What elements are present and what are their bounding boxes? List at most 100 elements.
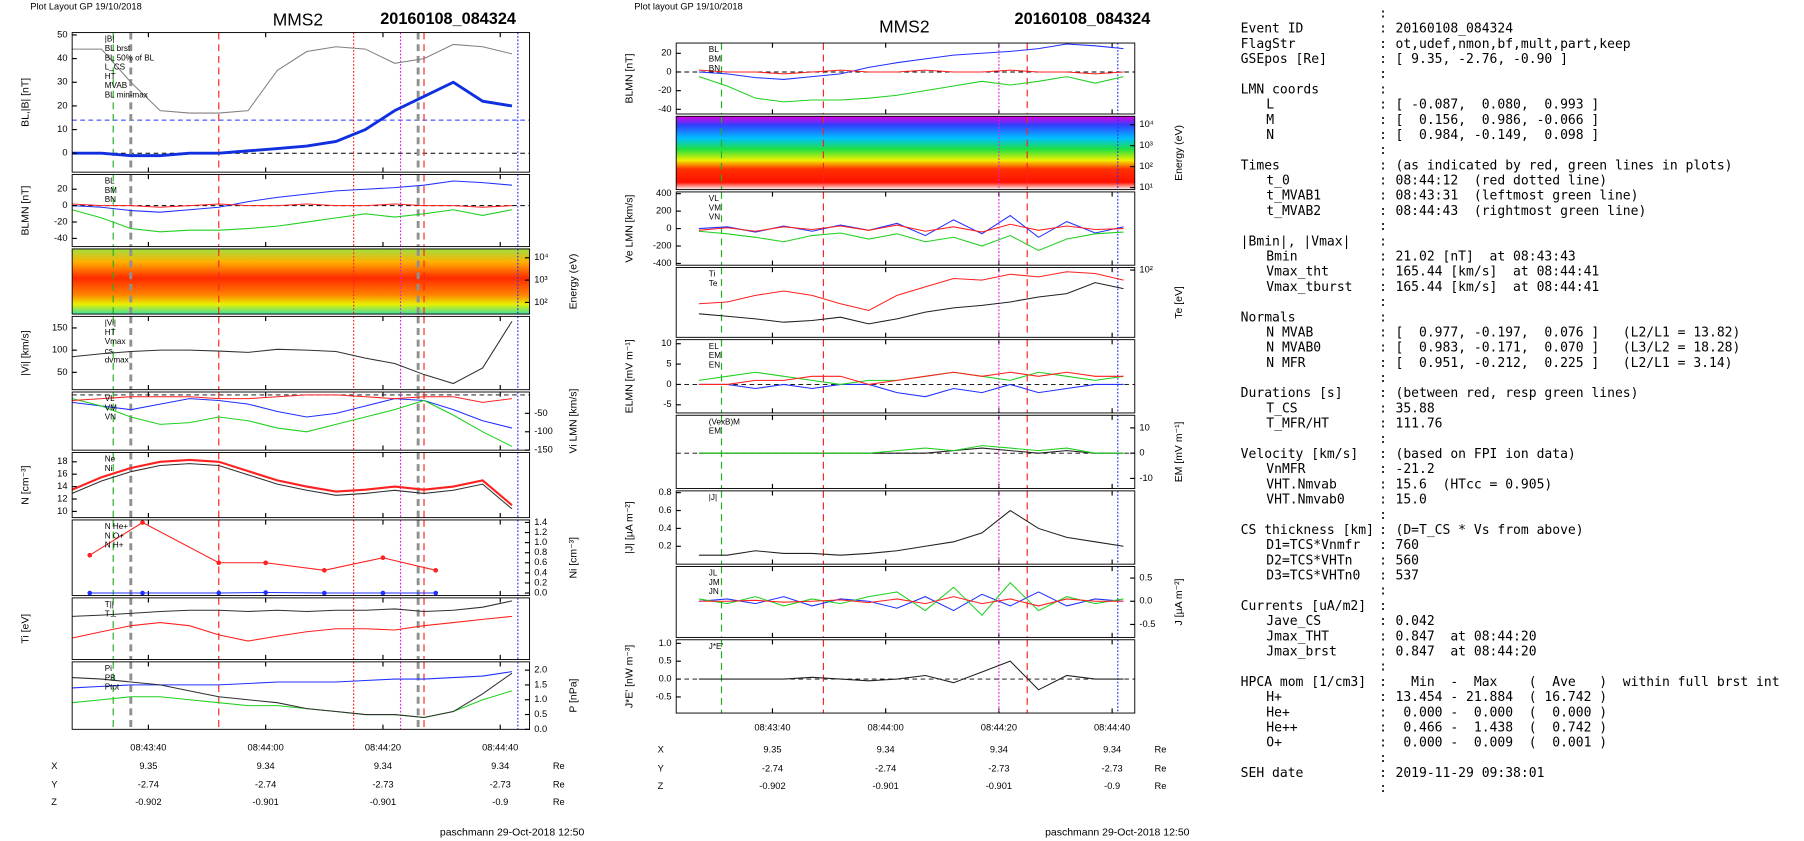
spectrogram [72,248,530,315]
spectrogram [676,116,1135,190]
legend-entry: EL [709,342,719,351]
y-tick-label: 1.4 [534,517,547,527]
legend-entry: Ni [105,464,113,473]
summary-value: [ 0.951, -0.212, 0.225 ] (L2/L1 = 3.14) [1395,356,1732,371]
y-tick-label: 40 [57,53,67,63]
separator: : [1379,6,1387,21]
separator: : [1379,174,1387,189]
summary-key: FlagStr [1241,37,1296,52]
legend-entry: EM [709,427,721,436]
summary-value: 08:44:43 (rightmost green line) [1395,204,1646,219]
y-tick-label: 1.0 [534,537,547,547]
separator: : [1379,22,1387,37]
separator: : [1379,523,1387,538]
separator: : [1379,67,1387,82]
panel-frame [71,315,531,391]
summary-value: 537 [1395,569,1419,584]
orbit-row-name: Y [658,763,664,773]
series-line [698,43,1124,80]
orbit-value: 9.35 [763,745,781,755]
panel-frame [675,566,1136,638]
panel [72,597,519,660]
separator: : [1379,234,1387,249]
summary-key: HPCA mom [1/cm3] [1241,675,1366,690]
separator: : [1379,295,1387,310]
summary-key: Durations [s] [1241,386,1343,401]
y-tick-label: 20 [57,100,67,110]
y-tick-label: 100 [52,345,68,355]
y-tick-label: 16 [57,469,67,479]
summary-key: t_0 [1266,174,1290,189]
separator: : [1379,629,1387,644]
y-tick-label: 0 [62,200,67,210]
summary-value: ot,udef,nmon,bf,mult,part,keep [1395,37,1630,52]
x-tick-label: 08:44:20 [365,742,401,752]
legend-entry: Vmax [105,337,126,346]
orbit-unit: Re [1155,781,1167,791]
separator: : [1379,37,1387,52]
y-axis-label: N [cm⁻³] [20,465,31,504]
x-tick-label: 08:44:20 [981,723,1017,733]
summary-value: 165.44 [km/s] at 08:44:41 [1395,280,1599,295]
separator: : [1379,52,1387,67]
series-line [72,458,513,506]
separator: : [1379,128,1387,143]
summary-key: N [1266,128,1274,143]
orbit-row-name: X [51,761,57,771]
orbit-value: 9.34 [257,761,275,771]
legend-entry: VL [709,194,719,203]
y-tick-label: 0 [666,66,671,76]
series-line [698,76,1124,103]
panel-frame [675,267,1136,338]
y-tick-label: 12 [57,493,67,503]
legend-entry: JL [709,569,718,578]
y-tick-label: 0.2 [534,577,547,587]
separator: : [1379,219,1387,234]
y-tick-label: 10⁴ [1139,119,1153,129]
summary-key: O+ [1266,736,1282,751]
orbit-value: 9.34 [491,761,509,771]
orbit-value: -2.73 [988,763,1009,773]
summary-value: [ 0.983, -0.171, 0.070 ] (L3/L2 = 18.28) [1395,341,1740,356]
summary-value: -21.2 [1395,462,1434,477]
panel-frame [71,661,531,730]
separator: : [1379,98,1387,113]
y-axis-label: Energy (eV) [569,254,580,310]
y-tick-label: 0.8 [534,547,547,557]
legend-entry: BN [105,195,116,204]
summary-key: t_MVAB1 [1266,189,1321,204]
y-tick-label: 5 [666,359,671,369]
legend-entry: N He+ [105,522,129,531]
series-line [72,394,513,403]
summary-key: t_MVAB2 [1266,204,1321,219]
y-tick-label: 0.5 [659,656,672,666]
series-line [698,509,1124,556]
summary-value: 15.0 [1395,493,1426,508]
y-axis-label: ELMN [mV m⁻¹] [624,339,635,413]
separator: : [1379,766,1387,781]
series-line [89,521,436,571]
y-axis-label: Ve LMN [km/s] [624,194,635,262]
separator: : [1379,720,1387,735]
summary-value: 08:43:31 (leftmost green line) [1395,189,1638,204]
y-tick-label: 10² [1139,161,1152,171]
orbit-unit: Re [1155,745,1167,755]
series-line [698,223,1124,233]
summary-key: Bmin [1266,250,1297,265]
panel [72,392,530,451]
separator: : [1379,325,1387,340]
y-tick-label: 20 [661,48,671,58]
panel [72,248,530,315]
y-tick-label: 1.0 [534,694,547,704]
separator: : [1379,508,1387,523]
orbit-value: 9.34 [374,761,392,771]
y-tick-label: -20 [658,85,671,95]
legend-entry: HT [105,72,116,81]
legend-entry: BM [709,54,721,63]
y-tick-label: 10² [1139,265,1152,275]
x-tick-label: 08:44:40 [1094,723,1130,733]
legend-entry: Ptot [105,683,120,692]
summary-key: He++ [1266,720,1298,735]
separator: : [1379,401,1387,416]
legend-entry: EM [709,351,721,360]
